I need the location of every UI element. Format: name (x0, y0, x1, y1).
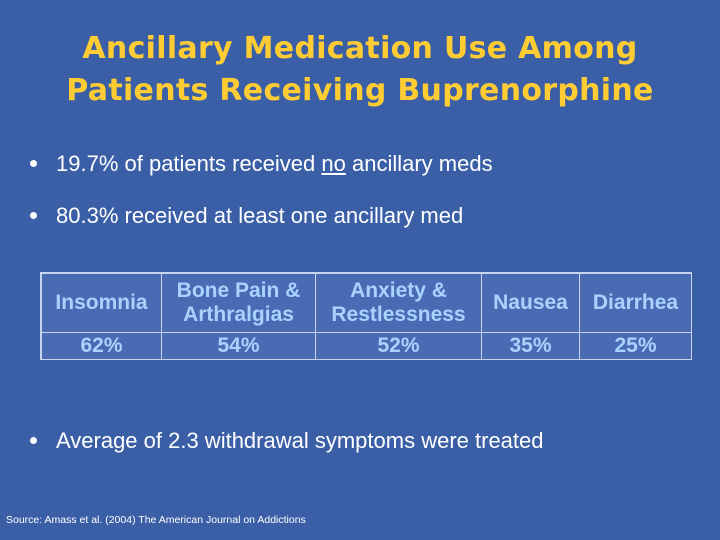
bullet-dot-icon (30, 436, 37, 444)
title-line-2: Patients Receiving Buprenorphine (66, 73, 654, 108)
table-value-cell: 54% (161, 332, 316, 360)
header-line-1: Diarrhea (592, 291, 679, 314)
table-header-cell: Bone Pain & Arthralgias (161, 273, 316, 333)
symptoms-table-container: Insomnia Bone Pain & Arthralgias Anxiety… (40, 272, 692, 360)
table-value-cell: 35% (481, 332, 580, 360)
slide-title: Ancillary Medication Use Among Patients … (0, 28, 720, 112)
table-header-cell: Diarrhea (579, 273, 692, 333)
table-header-cell: Nausea (481, 273, 580, 333)
bullet-item-2: 80.3% received at least one ancillary me… (30, 203, 463, 229)
header-line-1: Nausea (493, 291, 568, 314)
bullet-1-text-after: ancillary meds (345, 151, 493, 176)
title-line-1: Ancillary Medication Use Among (82, 31, 638, 66)
bullet-item-1: 19.7% of patients received no ancillary … (30, 151, 493, 177)
bullet-dot-icon (30, 211, 37, 219)
header-line-1: Bone Pain & (176, 279, 301, 302)
header-line-2: Restlessness (331, 303, 466, 326)
table-value-cell: 62% (41, 332, 162, 360)
header-line-1: Insomnia (55, 291, 148, 314)
table-value-cell: 52% (315, 332, 482, 360)
source-citation: Source: Amass et al. (2004) The American… (6, 514, 306, 526)
table-header-cell: Insomnia (41, 273, 162, 333)
bullet-1-text-before: 19.7% of patients received (56, 151, 322, 176)
bullet-item-3: Average of 2.3 withdrawal symptoms were … (30, 428, 544, 454)
bullet-dot-icon (30, 159, 37, 167)
table-header-row: Insomnia Bone Pain & Arthralgias Anxiety… (41, 273, 692, 333)
table-value-row: 62% 54% 52% 35% 25% (41, 332, 692, 360)
header-line-2: Arthralgias (183, 303, 294, 326)
symptoms-table: Insomnia Bone Pain & Arthralgias Anxiety… (41, 273, 692, 360)
bullet-2-text: 80.3% received at least one ancillary me… (56, 203, 464, 228)
table-value-cell: 25% (579, 332, 692, 360)
bullet-3-text: Average of 2.3 withdrawal symptoms were … (56, 428, 544, 453)
table-header-cell: Anxiety & Restlessness (315, 273, 482, 333)
header-line-1: Anxiety & (350, 279, 447, 302)
bullet-1-underlined-word: no (321, 151, 346, 176)
